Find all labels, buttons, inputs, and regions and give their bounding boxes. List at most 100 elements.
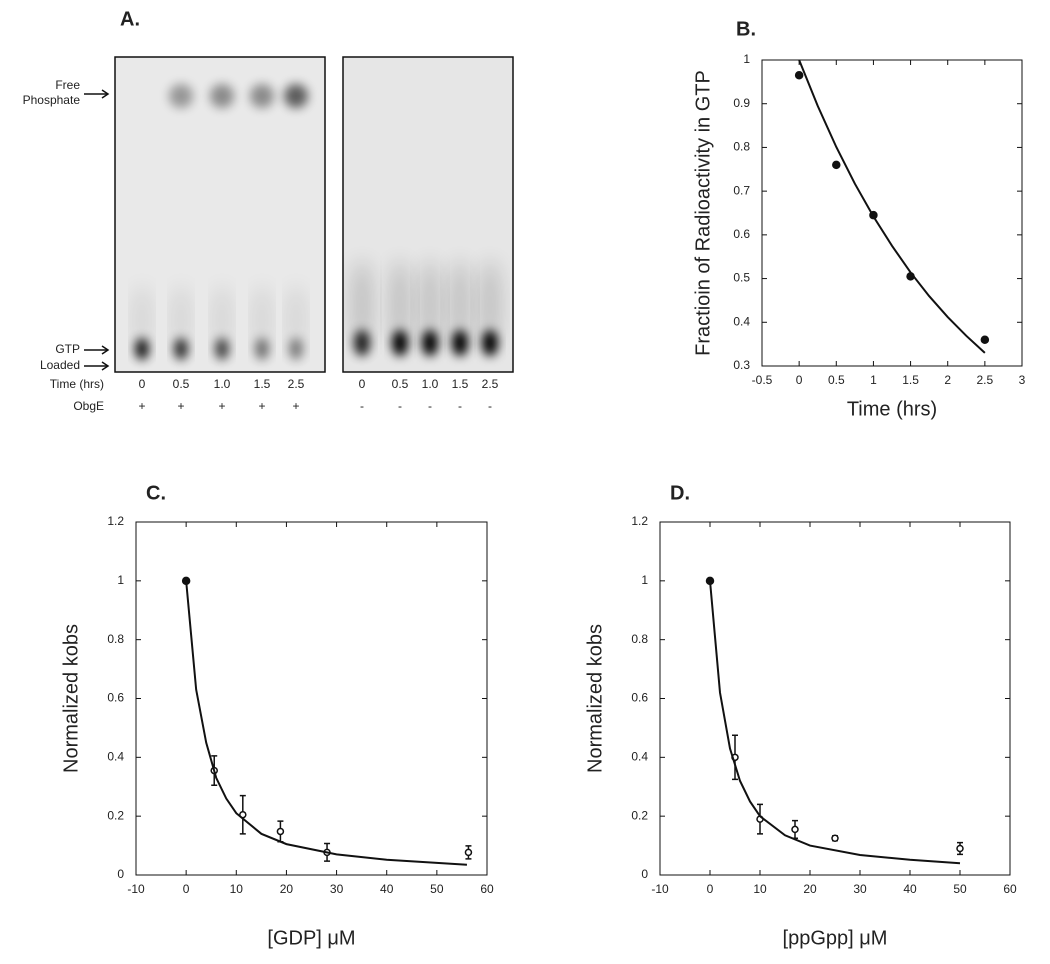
gel-smear [420, 260, 440, 350]
x-tick-label: 20 [280, 882, 294, 896]
data-point [276, 827, 285, 836]
x-tick-label: 40 [903, 882, 917, 896]
data-point [794, 71, 804, 80]
y-tick-label: 0.3 [733, 358, 750, 372]
y-tick-label: 1 [117, 573, 124, 587]
gel-smear [352, 260, 372, 350]
y-tick-label: 0.4 [733, 314, 750, 328]
enzyme-sign: - [458, 399, 462, 413]
y-axis-label: Fractioin of Radioactivity in GTP [692, 70, 714, 356]
y-tick-label: 0 [117, 867, 124, 881]
gel-label: Loaded [40, 358, 80, 372]
fit-line [798, 59, 986, 354]
enzyme-sign: - [398, 399, 402, 413]
enzyme-sign: + [138, 399, 145, 413]
x-tick-label: 0 [183, 882, 190, 896]
y-tick-label: 0.4 [107, 750, 124, 764]
gel-smear [390, 260, 410, 350]
gel-smear [255, 285, 269, 355]
data-point [956, 844, 964, 853]
gel-spot [135, 338, 149, 360]
gel-spot [215, 338, 229, 360]
lane-label: 2.5 [288, 377, 305, 391]
gel-spot [452, 330, 468, 356]
gel-spot [289, 338, 303, 360]
x-tick-label: 1.5 [902, 373, 919, 387]
y-axis-label: Normalized kobs [584, 624, 606, 773]
lane-label: 0 [359, 377, 366, 391]
x-tick-label: 2.5 [977, 373, 994, 387]
y-tick-label: 0.6 [733, 227, 750, 241]
lane-label: 1.5 [452, 377, 469, 391]
x-tick-label: -0.5 [752, 373, 773, 387]
y-tick-label: 0.4 [631, 750, 648, 764]
x-axis-label: [ppGpp] μM [783, 927, 888, 949]
enzyme-sign: + [258, 399, 265, 413]
gel-smear [215, 285, 229, 355]
data-point [791, 825, 799, 834]
y-tick-label: 0.2 [631, 808, 648, 822]
x-tick-label: 1 [870, 373, 877, 387]
x-tick-label: 50 [953, 882, 967, 896]
plot-frame [659, 521, 1011, 876]
lane-label: 2.5 [482, 377, 499, 391]
gel-label: Time (hrs) [50, 377, 104, 391]
enzyme-sign: + [292, 399, 299, 413]
y-tick-label: 1 [641, 573, 648, 587]
fit-line [709, 580, 961, 865]
y-tick-label: 0.8 [733, 140, 750, 154]
gel-spot [482, 330, 498, 356]
lane-label: 0.5 [173, 377, 190, 391]
arrow-head [101, 361, 110, 371]
y-tick-label: 1 [743, 52, 750, 66]
x-tick-label: 0 [796, 373, 803, 387]
enzyme-sign: - [488, 399, 492, 413]
gel-smear [135, 285, 149, 355]
plot-frame [135, 521, 488, 876]
gel-smear [289, 285, 303, 355]
gel-smear [480, 260, 500, 350]
x-tick-label: 10 [753, 882, 767, 896]
lane-label: 1.5 [254, 377, 271, 391]
y-tick-label: 0.7 [733, 183, 750, 197]
gel-spot [169, 84, 193, 108]
lane-label: 0 [139, 377, 146, 391]
gel-label: GTP [55, 342, 80, 356]
x-tick-label: 0.5 [828, 373, 845, 387]
enzyme-sign: - [428, 399, 432, 413]
gel-spot [174, 338, 188, 360]
lane-label: 1.0 [214, 377, 231, 391]
gel-spot [284, 84, 308, 108]
data-point [832, 160, 841, 170]
gel-panel: A. Free Phosphate GTP Loaded Time (hrs) … [23, 8, 514, 413]
x-tick-label: 2 [944, 373, 951, 387]
y-tick-label: 0.8 [107, 632, 124, 646]
y-tick-label: 0.2 [107, 808, 124, 822]
panel-label: D. [670, 482, 690, 504]
y-tick-label: 1.2 [107, 514, 124, 528]
gel-smear [174, 285, 188, 355]
x-tick-label: 60 [1003, 882, 1017, 896]
enzyme-sign: + [218, 399, 225, 413]
x-tick-label: 60 [480, 882, 494, 896]
y-tick-label: 0.6 [631, 691, 648, 705]
gel-label: Phosphate [23, 93, 81, 107]
y-tick-label: 0.9 [733, 96, 750, 110]
y-tick-label: 0.8 [631, 632, 648, 646]
y-tick-label: 1.2 [631, 514, 648, 528]
lane-label: 0.5 [392, 377, 409, 391]
data-point [980, 335, 990, 345]
gel-spot [392, 330, 408, 356]
data-point [464, 848, 473, 857]
y-tick-label: 0.6 [107, 691, 124, 705]
x-tick-label: 3 [1019, 373, 1026, 387]
panel-label: A. [120, 8, 140, 30]
x-tick-label: 40 [380, 882, 394, 896]
gel-smear [450, 260, 470, 350]
x-axis-label: [GDP] μM [267, 927, 355, 949]
x-tick-label: 0 [707, 882, 714, 896]
gel-spot [354, 330, 370, 356]
y-tick-label: 0.5 [733, 271, 750, 285]
x-tick-label: 50 [430, 882, 444, 896]
enzyme-sign: - [360, 399, 364, 413]
